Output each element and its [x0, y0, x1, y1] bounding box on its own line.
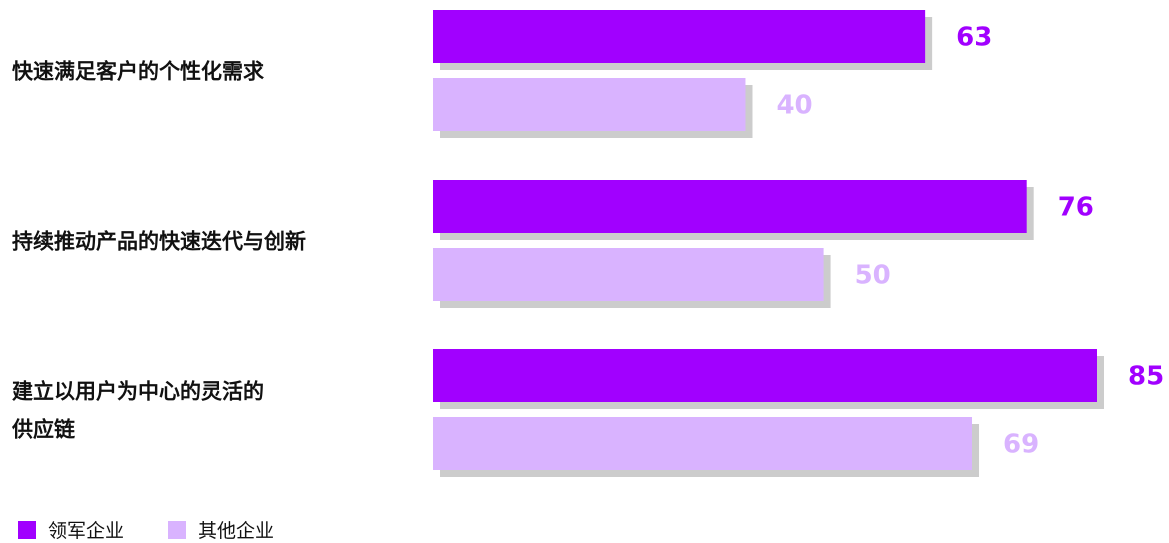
legend-swatch-others [168, 520, 187, 539]
value-label: 40 [776, 91, 812, 121]
bar-leaders [433, 10, 926, 63]
bar-leaders [433, 349, 1097, 402]
legend: 领军企业 其他企业 [18, 516, 274, 543]
category-label: 快速满足客户的个性化需求 [12, 60, 264, 84]
value-label: 50 [855, 261, 891, 291]
value-label: 76 [1058, 193, 1094, 223]
bar-others [433, 248, 824, 301]
legend-item-leaders: 领军企业 [18, 516, 124, 543]
legend-label-leaders: 领军企业 [48, 520, 125, 542]
bar-others [433, 417, 973, 470]
bar-others [433, 78, 746, 131]
category-label: 建立以用户为中心的灵活的 [12, 380, 264, 404]
value-label: 85 [1128, 362, 1164, 392]
legend-label-others: 其他企业 [198, 520, 275, 542]
category-label: 持续推动产品的快速迭代与创新 [12, 230, 306, 254]
bar-leaders [433, 180, 1027, 233]
category-label: 供应链 [11, 418, 76, 442]
value-label: 69 [1003, 430, 1039, 460]
legend-item-others: 其他企业 [168, 516, 274, 543]
legend-swatch-leaders [18, 520, 36, 539]
value-label: 63 [956, 23, 992, 53]
bar-chart: 快速满足客户的个性化需求 63 40 持续推动产品的快速迭代与创新 76 50 建立以用户为… [11, 10, 1164, 477]
